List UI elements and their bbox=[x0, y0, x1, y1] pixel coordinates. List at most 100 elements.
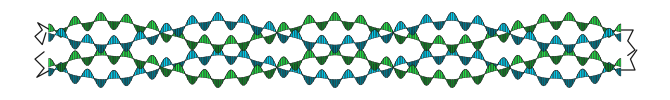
Polygon shape bbox=[217, 45, 219, 53]
Polygon shape bbox=[339, 51, 341, 56]
Polygon shape bbox=[95, 51, 96, 56]
Polygon shape bbox=[619, 33, 621, 42]
Polygon shape bbox=[416, 25, 418, 32]
Polygon shape bbox=[269, 22, 270, 30]
Polygon shape bbox=[482, 54, 484, 60]
Polygon shape bbox=[56, 66, 57, 70]
Polygon shape bbox=[262, 34, 263, 38]
Polygon shape bbox=[610, 64, 612, 71]
Polygon shape bbox=[202, 57, 203, 65]
Polygon shape bbox=[178, 64, 180, 72]
Polygon shape bbox=[196, 20, 198, 23]
Polygon shape bbox=[530, 60, 531, 69]
Polygon shape bbox=[277, 67, 279, 72]
Polygon shape bbox=[148, 37, 150, 44]
Polygon shape bbox=[61, 29, 62, 37]
Polygon shape bbox=[456, 44, 458, 50]
Polygon shape bbox=[470, 57, 472, 61]
Polygon shape bbox=[207, 36, 208, 44]
Polygon shape bbox=[98, 79, 100, 88]
Polygon shape bbox=[361, 42, 363, 50]
Polygon shape bbox=[604, 66, 606, 73]
Polygon shape bbox=[238, 18, 239, 22]
Polygon shape bbox=[151, 36, 153, 45]
Polygon shape bbox=[564, 79, 566, 85]
Polygon shape bbox=[195, 52, 196, 58]
Polygon shape bbox=[379, 63, 381, 67]
Polygon shape bbox=[107, 41, 109, 45]
Polygon shape bbox=[396, 59, 397, 66]
Polygon shape bbox=[547, 51, 549, 56]
Polygon shape bbox=[109, 56, 111, 62]
Polygon shape bbox=[289, 29, 291, 32]
Polygon shape bbox=[537, 41, 539, 45]
Polygon shape bbox=[602, 34, 604, 39]
Polygon shape bbox=[52, 34, 54, 40]
Polygon shape bbox=[425, 15, 427, 23]
Polygon shape bbox=[78, 76, 80, 82]
Polygon shape bbox=[306, 16, 308, 24]
Polygon shape bbox=[391, 61, 393, 67]
Polygon shape bbox=[277, 28, 279, 33]
Polygon shape bbox=[327, 55, 329, 59]
Polygon shape bbox=[349, 22, 351, 30]
Polygon shape bbox=[92, 56, 93, 61]
Polygon shape bbox=[66, 27, 68, 32]
Polygon shape bbox=[180, 28, 181, 36]
Polygon shape bbox=[607, 28, 609, 37]
Polygon shape bbox=[502, 34, 504, 42]
Polygon shape bbox=[490, 62, 492, 71]
Polygon shape bbox=[186, 74, 188, 80]
Polygon shape bbox=[523, 71, 525, 74]
Polygon shape bbox=[614, 64, 616, 67]
Polygon shape bbox=[76, 16, 78, 24]
Polygon shape bbox=[83, 36, 84, 42]
Polygon shape bbox=[387, 34, 389, 43]
Polygon shape bbox=[449, 13, 451, 21]
Polygon shape bbox=[356, 51, 358, 57]
Polygon shape bbox=[356, 17, 358, 23]
Polygon shape bbox=[344, 36, 346, 44]
Polygon shape bbox=[588, 21, 590, 25]
Polygon shape bbox=[567, 45, 570, 53]
Polygon shape bbox=[200, 57, 202, 63]
Polygon shape bbox=[245, 49, 247, 58]
Polygon shape bbox=[418, 59, 420, 63]
Polygon shape bbox=[363, 51, 365, 59]
Polygon shape bbox=[460, 39, 461, 44]
Polygon shape bbox=[332, 13, 334, 21]
Polygon shape bbox=[128, 49, 129, 58]
Polygon shape bbox=[308, 15, 310, 24]
Polygon shape bbox=[151, 55, 153, 64]
Polygon shape bbox=[183, 34, 184, 39]
Polygon shape bbox=[57, 64, 59, 70]
Polygon shape bbox=[451, 80, 452, 88]
Polygon shape bbox=[124, 43, 126, 51]
Polygon shape bbox=[354, 54, 356, 57]
Polygon shape bbox=[531, 66, 533, 75]
Polygon shape bbox=[119, 42, 121, 45]
Polygon shape bbox=[391, 67, 393, 74]
Polygon shape bbox=[248, 41, 250, 46]
Polygon shape bbox=[456, 16, 458, 21]
Polygon shape bbox=[232, 22, 234, 29]
Polygon shape bbox=[555, 22, 557, 30]
Polygon shape bbox=[527, 32, 528, 39]
Polygon shape bbox=[610, 30, 612, 37]
Polygon shape bbox=[214, 79, 215, 86]
Polygon shape bbox=[384, 57, 385, 65]
Polygon shape bbox=[387, 22, 389, 31]
Polygon shape bbox=[318, 70, 320, 78]
Polygon shape bbox=[195, 17, 196, 23]
Polygon shape bbox=[124, 14, 126, 22]
Polygon shape bbox=[116, 71, 117, 78]
Polygon shape bbox=[153, 70, 155, 79]
Polygon shape bbox=[234, 22, 236, 28]
Polygon shape bbox=[405, 59, 406, 63]
Polygon shape bbox=[147, 72, 148, 76]
Polygon shape bbox=[585, 58, 586, 64]
Polygon shape bbox=[229, 22, 230, 30]
Polygon shape bbox=[230, 35, 232, 44]
Polygon shape bbox=[257, 65, 259, 73]
Polygon shape bbox=[408, 32, 409, 38]
